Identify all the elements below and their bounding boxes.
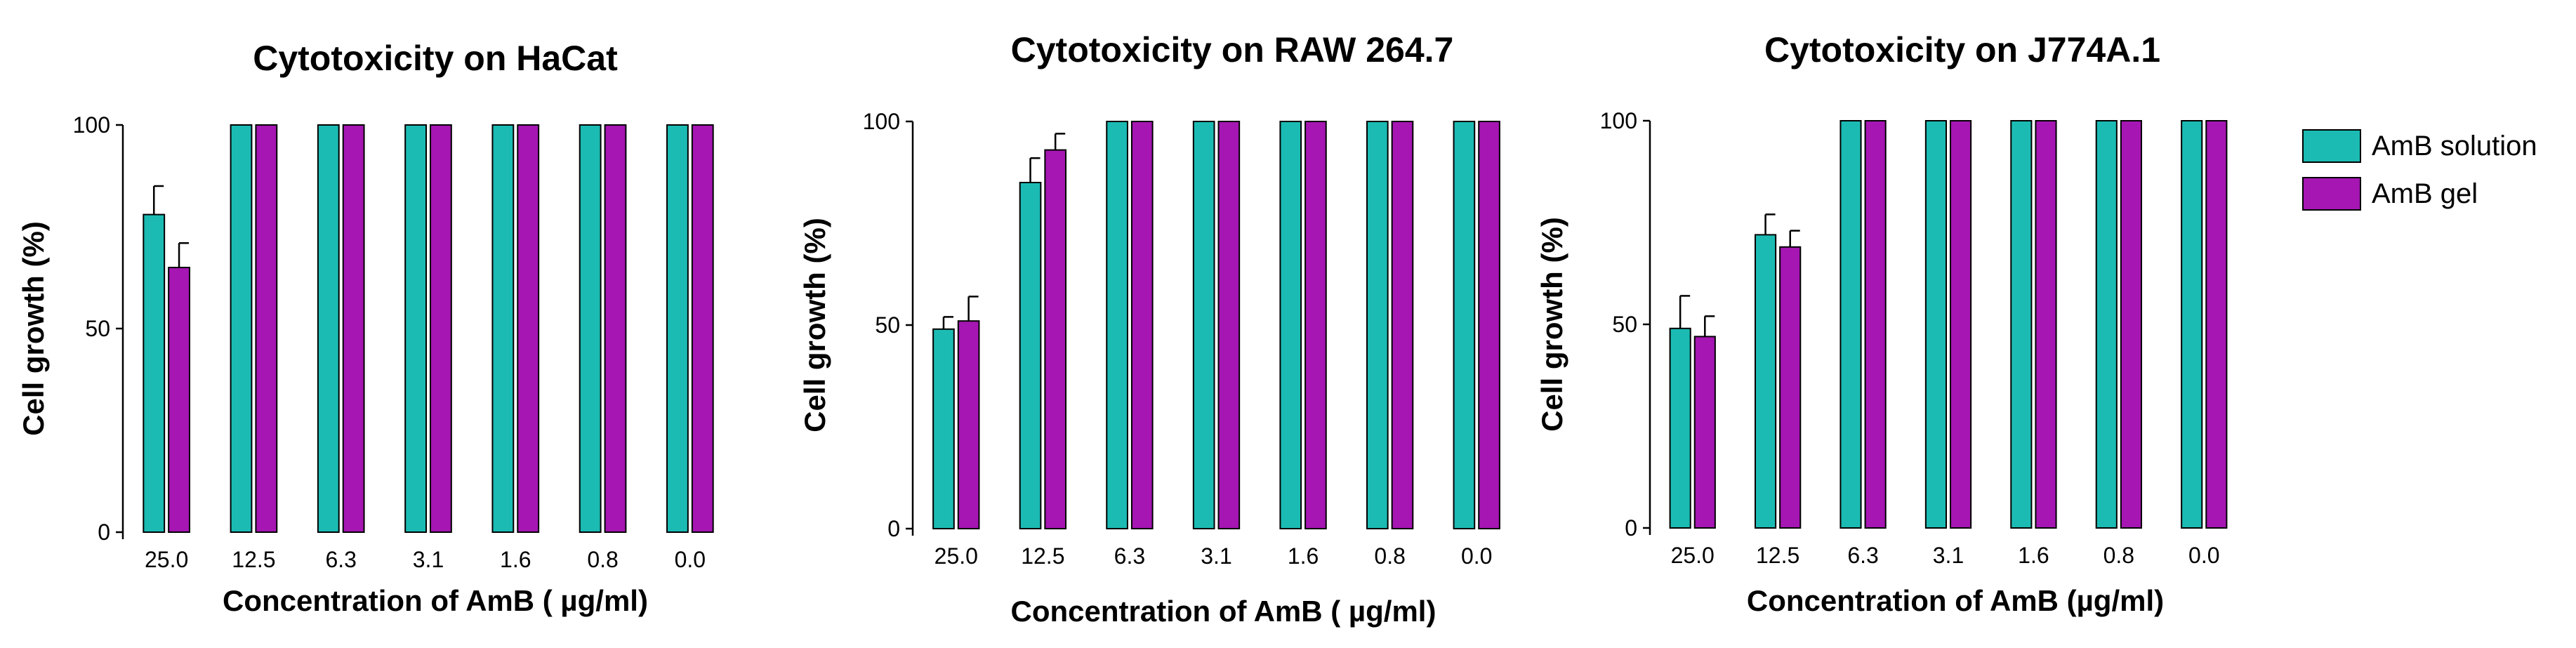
- x-tick-label: 25.0: [934, 543, 978, 569]
- bar-amb-gel: [1044, 149, 1067, 530]
- y-tick-label: 0: [1625, 515, 1637, 541]
- bar-amb-gel: [1779, 246, 1802, 529]
- bar-amb-gel: [1478, 121, 1500, 529]
- y-tick-label: 50: [1612, 312, 1637, 337]
- bar-amb-gel: [430, 124, 452, 533]
- bar-amb-gel: [1217, 121, 1241, 529]
- bar-amb-gel: [517, 124, 540, 533]
- legend-swatch-amb-solution: [2302, 129, 2361, 163]
- bar-amb-gel: [1130, 121, 1154, 529]
- x-tick-label: 12.5: [1021, 543, 1064, 569]
- x-tick-label: 6.3: [325, 547, 356, 572]
- x-tick-label: 12.5: [232, 547, 275, 572]
- bar-amb-solution: [143, 213, 166, 533]
- chart-panel-2: Cytotoxicity on RAW 264.7 Cell growth (%)…: [798, 30, 1500, 628]
- y-tick-label: 100: [73, 112, 110, 138]
- x-tick-label: 25.0: [145, 547, 188, 572]
- bar-amb-solution: [1106, 121, 1128, 529]
- x-axis-label: Concentration of AmB ( µg/ml): [1011, 595, 1436, 628]
- x-tick-label: 0.8: [1374, 543, 1405, 569]
- bar-amb-solution: [1019, 182, 1042, 529]
- x-tick-label: 6.3: [1114, 543, 1145, 569]
- bar-amb-gel: [2035, 120, 2057, 529]
- x-tick-label: 3.1: [413, 547, 444, 572]
- y-axis-label: Cell growth (%): [17, 221, 50, 436]
- bar-amb-solution: [1755, 234, 1777, 529]
- x-tick-label: 3.1: [1933, 543, 1964, 568]
- y-tick-label: 0: [887, 516, 900, 541]
- bar-amb-solution: [1366, 121, 1389, 529]
- chart-title: Cytotoxicity on RAW 264.7: [1011, 30, 1454, 70]
- bar-amb-solution: [2181, 120, 2203, 529]
- x-tick-label: 0.8: [2103, 543, 2134, 568]
- chart-panel-1: Cytotoxicity on HaCat Cell growth (%) Conc…: [17, 39, 714, 617]
- bar-amb-solution: [491, 124, 515, 533]
- bar-amb-solution: [1279, 121, 1302, 529]
- x-axis-label: Concentration of AmB (µg/ml): [1747, 584, 2164, 617]
- bar-amb-gel: [1304, 121, 1327, 529]
- bar-amb-gel: [255, 124, 278, 533]
- x-tick-label: 0.0: [675, 547, 706, 572]
- bar-amb-gel: [342, 124, 365, 533]
- x-tick-label: 0.0: [2188, 543, 2219, 568]
- legend: AmB solution AmB gel: [2302, 129, 2537, 211]
- bar-amb-solution: [404, 124, 428, 533]
- bar-amb-gel: [1864, 120, 1887, 529]
- bar-amb-gel: [1391, 121, 1414, 529]
- y-tick-label: 50: [875, 312, 900, 338]
- bar-amb-gel: [1950, 120, 1972, 529]
- bar-amb-gel: [691, 124, 714, 533]
- bar-amb-gel: [2120, 120, 2143, 529]
- bar-amb-solution: [1669, 327, 1691, 529]
- bar-amb-solution: [579, 124, 602, 533]
- bar-amb-solution: [2095, 120, 2118, 529]
- x-tick-label: 0.8: [587, 547, 618, 572]
- x-axis-label: Concentration of AmB ( µg/ml): [223, 584, 648, 617]
- chart-panel-3: Cytotoxicity on J774A.1 Cell growth (%) Co…: [1535, 30, 2228, 617]
- bar-amb-gel: [168, 267, 190, 533]
- y-axis-label: Cell growth (%): [1535, 217, 1568, 432]
- x-tick-label: 25.0: [1671, 543, 1715, 568]
- chart-panels: Cytotoxicity on HaCat Cell growth (%) Conc…: [17, 30, 2228, 628]
- bar-amb-gel: [2205, 120, 2228, 529]
- bar-amb-solution: [932, 328, 955, 529]
- y-tick-label: 100: [1600, 108, 1637, 133]
- x-tick-label: 3.1: [1201, 543, 1231, 569]
- x-tick-label: 1.6: [2018, 543, 2049, 568]
- x-tick-label: 1.6: [500, 547, 531, 572]
- bar-amb-solution: [1924, 120, 1948, 529]
- y-tick-label: 0: [98, 520, 110, 545]
- bar-amb-gel: [604, 124, 627, 533]
- x-tick-label: 6.3: [1847, 543, 1878, 568]
- bar-amb-gel: [957, 320, 980, 529]
- bar-amb-solution: [1839, 120, 1862, 529]
- bar-amb-solution: [666, 124, 689, 533]
- bar-amb-solution: [317, 124, 340, 533]
- x-tick-label: 1.6: [1288, 543, 1319, 569]
- legend-label: AmB gel: [2372, 178, 2478, 209]
- x-tick-label: 0.0: [1461, 543, 1492, 569]
- bar-amb-solution: [1192, 121, 1215, 529]
- x-tick-label: 12.5: [1756, 543, 1799, 568]
- chart-title: Cytotoxicity on HaCat: [253, 39, 618, 78]
- bar-amb-gel: [1693, 336, 1716, 529]
- y-tick-label: 50: [85, 316, 110, 341]
- bar-amb-solution: [2010, 120, 2033, 529]
- bar-amb-solution: [230, 124, 253, 533]
- bar-amb-solution: [1453, 121, 1476, 529]
- legend-swatch-amb-gel: [2302, 177, 2361, 211]
- y-axis-label: Cell growth (%): [798, 218, 831, 432]
- chart-title: Cytotoxicity on J774A.1: [1764, 30, 2160, 70]
- y-tick-label: 100: [863, 109, 900, 134]
- legend-label: AmB solution: [2372, 131, 2537, 161]
